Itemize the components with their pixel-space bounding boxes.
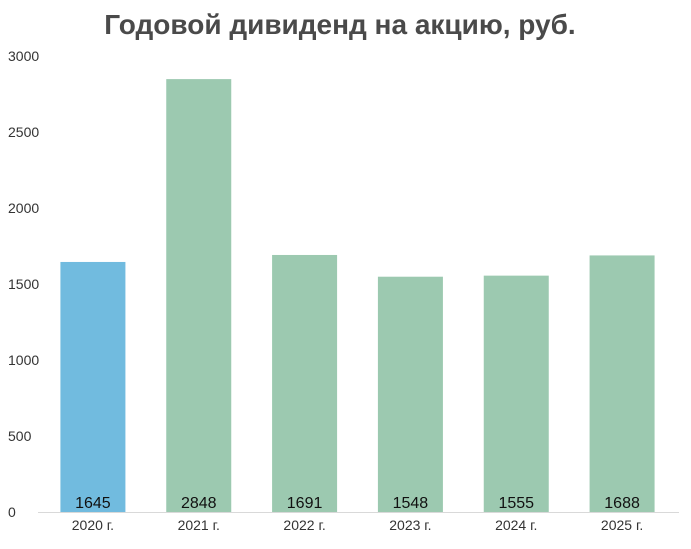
bar [166,79,232,512]
y-tick-label: 1500 [8,276,39,292]
data-label: 1548 [393,495,429,512]
bars-group [60,79,655,512]
x-tick-label: 2025 г. [601,517,643,533]
data-label: 1688 [604,495,640,512]
x-tick-label: 2020 г. [72,517,114,533]
y-tick-label: 500 [8,428,32,444]
x-tick-label: 2024 г. [495,517,537,533]
x-tick-label: 2022 г. [283,517,325,533]
data-label: 1645 [75,495,111,512]
bar [377,276,443,512]
data-labels-group: 1645 2848 1691 1548 1555 1688 [75,495,640,512]
bar [60,261,126,512]
y-tick-label: 0 [8,504,16,520]
data-label: 1691 [287,495,323,512]
y-tick-label: 2500 [8,124,39,140]
bar [589,255,655,512]
y-tick-label: 3000 [8,48,39,64]
bar [272,254,338,512]
x-tick-label: 2021 г. [178,517,220,533]
data-label: 2848 [181,495,217,512]
y-tick-label: 1000 [8,352,39,368]
y-axis: 0 500 1000 1500 2000 2500 3000 [8,48,39,520]
bar [483,275,549,512]
x-tick-label: 2023 г. [389,517,431,533]
x-axis: 2020 г. 2021 г. 2022 г. 2023 г. 2024 г. 2025 … [72,517,643,533]
y-tick-label: 2000 [8,200,39,216]
chart-title: Годовой дивиденд на акцию, руб. [104,9,575,40]
data-label: 1555 [498,495,534,512]
